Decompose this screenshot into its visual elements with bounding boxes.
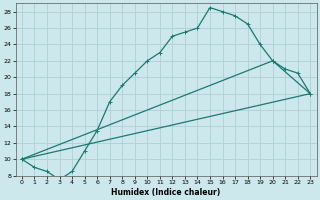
- X-axis label: Humidex (Indice chaleur): Humidex (Indice chaleur): [111, 188, 221, 197]
